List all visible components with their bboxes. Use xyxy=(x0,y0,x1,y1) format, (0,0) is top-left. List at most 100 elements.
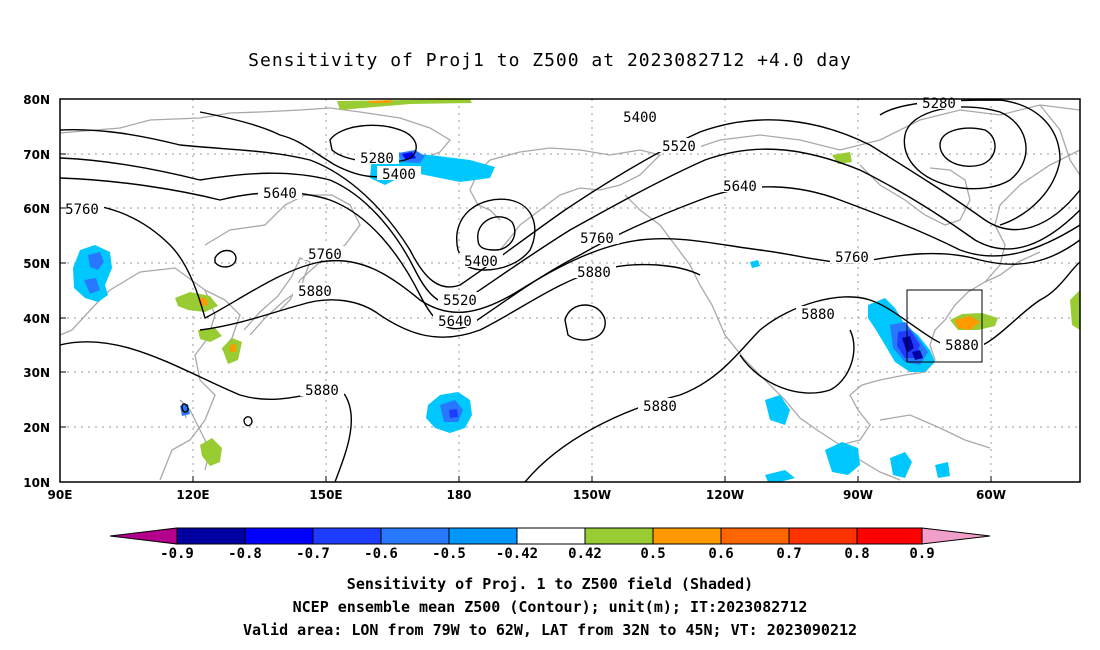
lat-label-30n: 30N xyxy=(23,366,50,380)
colorbar-segment xyxy=(448,527,518,545)
colorbar-segment xyxy=(856,527,923,545)
colorbar-segment xyxy=(652,527,722,545)
contour-small-closed-pacific xyxy=(243,416,253,427)
caption-line-3: Valid area: LON from 79W to 62W, LAT fro… xyxy=(242,621,858,639)
shade-arctic-orange xyxy=(368,100,392,103)
clabel-5880-south: 5880 xyxy=(305,383,339,399)
caption-line-1: Sensitivity of Proj. 1 to Z500 field (Sh… xyxy=(346,575,754,593)
coast-mexico-gulf xyxy=(839,359,936,446)
valid-area-box xyxy=(906,289,983,363)
clabel-5640-canada: 5640 xyxy=(723,179,757,195)
colorbar-segment xyxy=(720,527,790,545)
cbar-label: -0.6 xyxy=(364,546,398,562)
contour-5880-closed xyxy=(564,304,606,341)
lon-label-180: 180 xyxy=(446,488,471,502)
clabel-5880-us: 5880 xyxy=(801,307,835,323)
contour-5280-arctic xyxy=(199,111,401,178)
lat-label-10n: 10N xyxy=(23,476,50,490)
clabel-5400-low: 5400 xyxy=(464,254,498,270)
clabel-5880-subtropic: 5880 xyxy=(643,399,677,415)
lon-label-90e: 90E xyxy=(48,488,73,502)
coast-japan xyxy=(243,257,311,336)
shade-carib-cyan2 xyxy=(935,462,950,478)
coast-cuba xyxy=(879,414,991,449)
contour-low-north-pacific-outer xyxy=(456,198,536,271)
clabel-5520-north: 5520 xyxy=(662,139,696,155)
cbar-label: 0.9 xyxy=(909,546,934,562)
coast-arctic-canada xyxy=(689,104,1080,151)
coast-north-america-west xyxy=(624,194,841,446)
coast-us-east xyxy=(929,251,1041,361)
contour-5520 xyxy=(60,148,1080,305)
contour-small-closed-asia xyxy=(214,249,237,268)
plot-frame xyxy=(59,98,1081,483)
shade-small-cyan-canada xyxy=(750,260,760,268)
clabel-5760-west: 5760 xyxy=(65,202,99,218)
shade-pacific-small-cyan xyxy=(765,470,795,482)
coast-labrador xyxy=(984,149,1080,283)
colorbar-segment xyxy=(516,527,586,545)
coast-greenland xyxy=(1039,104,1080,176)
shade-pacific-darkblue xyxy=(449,409,458,418)
coast-siberia-north xyxy=(60,107,331,134)
colorbar-segment xyxy=(312,527,382,545)
colorbar-segment xyxy=(244,527,314,545)
cbar-label: 0.7 xyxy=(776,546,801,562)
clabel-5760-pacific: 5760 xyxy=(580,231,614,247)
lon-label-120e: 120E xyxy=(176,488,209,502)
cbar-label: 0.6 xyxy=(708,546,733,562)
clabel-5880-target: 5880 xyxy=(945,338,979,354)
contour-5400 xyxy=(60,119,1080,288)
shade-siberia-cyan xyxy=(73,245,112,302)
clabel-5520-mid: 5520 xyxy=(443,293,477,309)
cbar-label: -0.7 xyxy=(296,546,330,562)
lon-label-120w: 120W xyxy=(706,488,744,502)
lon-labels: 90E 120E 150E 180 150W 120W 90W 60W xyxy=(48,488,1006,502)
clabel-5400-aleutian: 5400 xyxy=(382,167,416,183)
shade-korea-green xyxy=(198,328,222,342)
clabel-5280-greenland: 5280 xyxy=(922,96,956,112)
colorbar-segment xyxy=(380,527,450,545)
colorbar-high-triangle xyxy=(921,527,991,545)
shade-siberia-blue2 xyxy=(84,278,100,294)
lon-label-150e: 150E xyxy=(309,488,342,502)
colorbar-segment xyxy=(788,527,858,545)
lat-label-40n: 40N xyxy=(23,312,50,326)
colorbar-low-triangle xyxy=(109,527,178,545)
clabel-5280-aleutian: 5280 xyxy=(360,151,394,167)
shade-east-green xyxy=(1070,290,1080,330)
contour-5880-south xyxy=(60,341,353,482)
shade-target-darkblue xyxy=(902,336,914,353)
lat-label-60n: 60N xyxy=(23,202,50,216)
shade-carib-cyan xyxy=(890,452,912,478)
shade-target-darkblue2 xyxy=(912,350,923,360)
contour-5280-greenland-inner xyxy=(939,127,996,167)
z500-contours xyxy=(60,99,1080,482)
lat-label-70n: 70N xyxy=(23,148,50,162)
shade-mexico-cyan xyxy=(825,442,860,475)
contour-low-north-pacific xyxy=(477,216,516,251)
cbar-label: 0.8 xyxy=(844,546,869,562)
shade-philippines-green xyxy=(200,438,222,466)
contour-5400-greenland xyxy=(879,99,1061,226)
colorbar-segment xyxy=(584,527,654,545)
shade-siberia-blue xyxy=(88,252,104,270)
clabel-5640-mid: 5640 xyxy=(438,314,472,330)
contour-5880-mid-low xyxy=(739,329,855,394)
shade-bering-darkblue xyxy=(402,152,416,160)
coast-alaska xyxy=(489,147,662,251)
map-title: Sensitivity of Proj1 to Z500 at 20230827… xyxy=(248,50,852,71)
contour-small-closed-taiwan xyxy=(181,403,189,413)
shade-gulf-cyan xyxy=(765,395,790,425)
cbar-label: -0.9 xyxy=(160,546,194,562)
lat-label-50n: 50N xyxy=(23,257,50,271)
shade-atlantic-orange xyxy=(955,316,980,330)
lat-label-20n: 20N xyxy=(23,421,50,435)
lat-label-80n: 80N xyxy=(23,93,50,107)
cbar-label: -0.5 xyxy=(432,546,466,562)
contour-5760 xyxy=(60,203,1080,320)
cbar-label: -0.42 xyxy=(496,546,538,562)
colorbar xyxy=(109,527,991,545)
shade-small-green-arctic xyxy=(832,152,852,164)
